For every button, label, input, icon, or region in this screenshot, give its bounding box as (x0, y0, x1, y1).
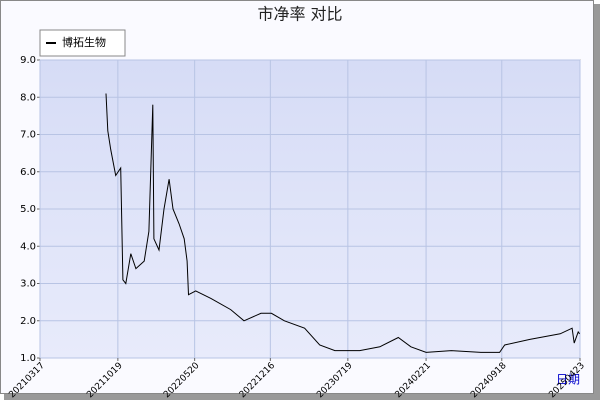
y-tick-label: 4.0 (20, 241, 36, 252)
y-tick-label: 1.0 (20, 353, 36, 364)
y-tick-label: 9.0 (20, 55, 36, 66)
x-axis-label: 日期 (556, 373, 580, 387)
y-tick-label: 2.0 (20, 316, 36, 327)
y-tick-label: 3.0 (20, 279, 36, 290)
y-tick-label: 5.0 (20, 204, 36, 215)
shadow (594, 4, 600, 400)
y-tick-label: 6.0 (20, 167, 36, 178)
chart-title: 市净率 对比 (257, 5, 342, 24)
y-tick-label: 7.0 (20, 130, 36, 141)
shadow (4, 394, 600, 400)
y-tick-label: 8.0 (20, 92, 36, 103)
legend-label: 博拓生物 (62, 35, 106, 49)
line (105, 93, 581, 353)
